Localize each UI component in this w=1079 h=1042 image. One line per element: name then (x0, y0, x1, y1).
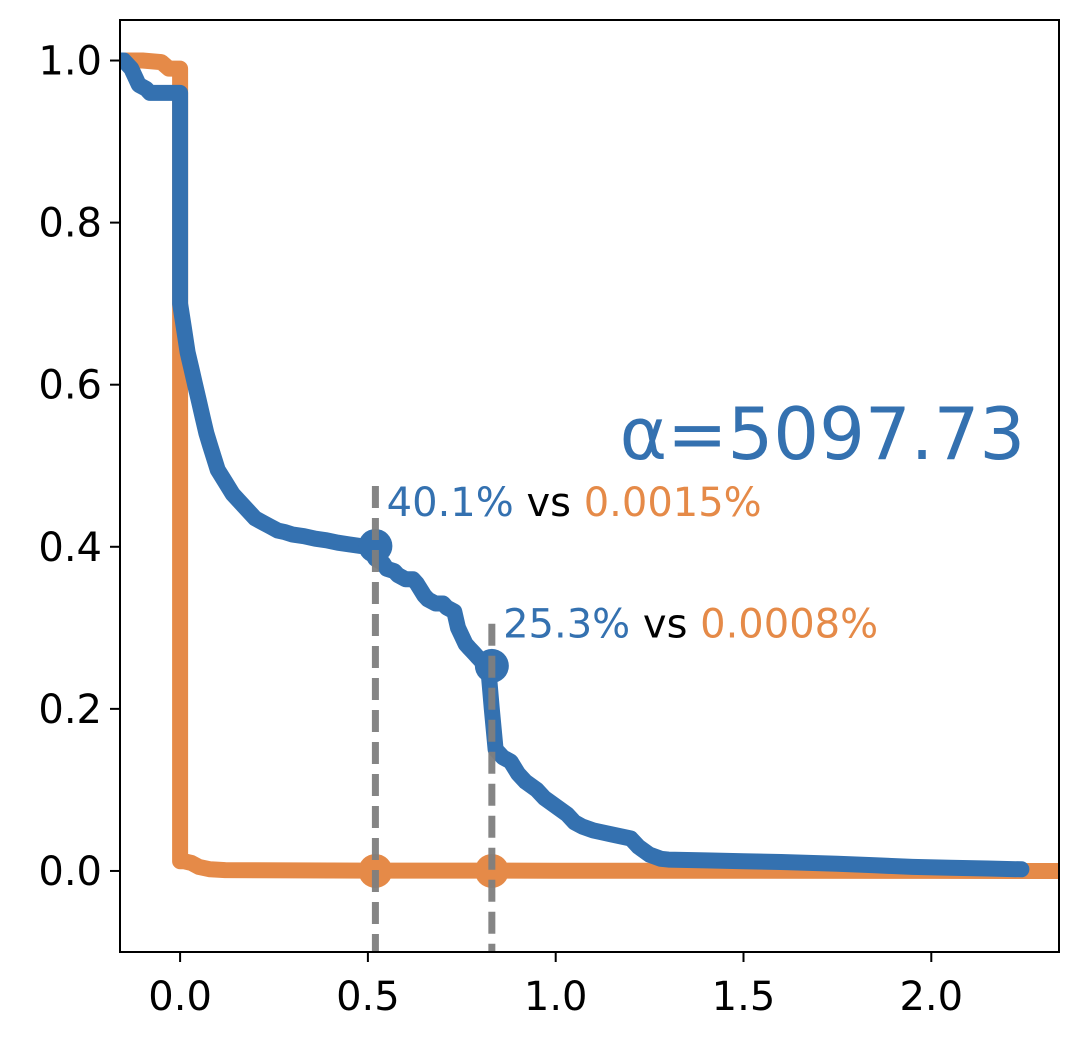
axis-ticks: 0.0 0.5 1.0 1.5 2.0 0.0 0.2 0.4 0.6 0.8 1.0 (38, 39, 963, 1020)
annotations: 40.1% vs 0.0015% 25.3% vs 0.0008% α=5097.7… (387, 392, 1026, 648)
y-tick-label: 0.2 (38, 687, 102, 733)
x-tick-label: 0.5 (336, 974, 400, 1020)
threshold-1-vs: vs (514, 480, 584, 526)
x-tick-label: 2.0 (899, 974, 963, 1020)
threshold-2-orange-value: 0.0008% (700, 602, 878, 648)
y-tick-label: 0.8 (38, 201, 102, 247)
threshold-1-blue-value: 40.1% (387, 480, 514, 526)
y-tick-label: 0.0 (38, 849, 102, 895)
y-tick-label: 0.6 (38, 363, 102, 409)
blue-series-line (120, 52, 1030, 878)
orange-series-line (120, 52, 1059, 879)
x-tick-label: 0.0 (148, 974, 212, 1020)
threshold-1-label: 40.1% vs 0.0015% (387, 480, 762, 526)
y-tick-label: 0.4 (38, 525, 102, 571)
x-tick-label: 1.0 (524, 974, 588, 1020)
threshold-2-blue-value: 25.3% (503, 602, 630, 648)
plot-frame (119, 19, 1060, 953)
threshold-1-blue-point (358, 528, 393, 563)
threshold-2-label: 25.3% vs 0.0008% (503, 602, 878, 648)
plot-area (120, 52, 1059, 952)
threshold-1-orange-value: 0.0015% (584, 480, 762, 526)
y-tick-label: 1.0 (38, 39, 102, 85)
alpha-label: α=5097.73 (620, 392, 1026, 476)
x-tick-label: 1.5 (712, 974, 776, 1020)
threshold-2-orange-point (474, 853, 509, 888)
threshold-2-vs: vs (630, 602, 700, 648)
